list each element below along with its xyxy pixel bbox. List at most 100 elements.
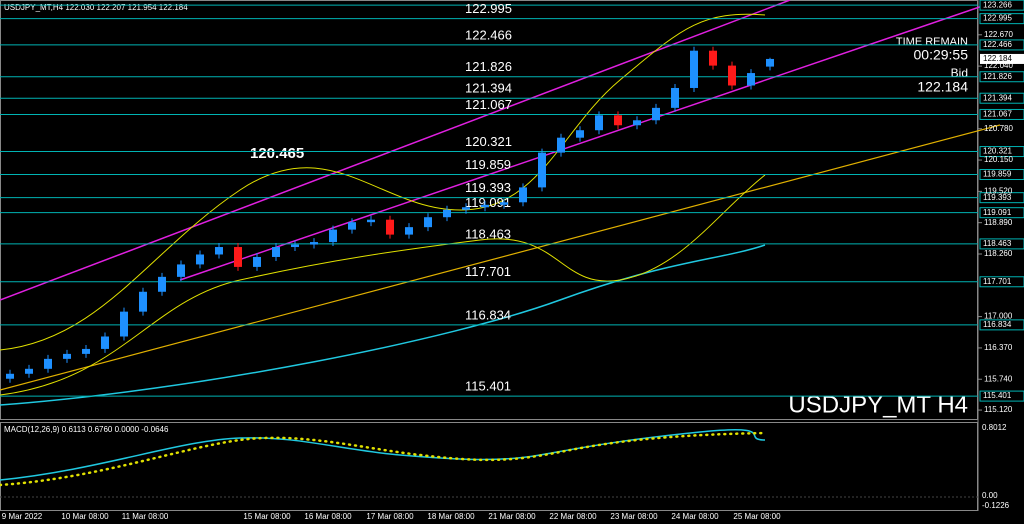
band-line: [0, 13, 766, 351]
level-label: 119.393: [465, 180, 511, 195]
x-tick-label: 22 Mar 08:00: [549, 512, 597, 521]
annotation: 120.465: [250, 145, 304, 162]
candle-body: [310, 242, 318, 245]
trend-line: [179, 0, 1001, 281]
signal-line: [0, 431, 767, 487]
x-tick-label: 21 Mar 08:00: [488, 512, 536, 521]
level-label: 121.826: [465, 59, 512, 74]
x-tick-label: 25 Mar 08:00: [733, 512, 781, 521]
y-tick-label: 116.370: [984, 343, 1013, 352]
y-tick-label: 122.670: [984, 30, 1013, 39]
x-tick-label: 17 Mar 08:00: [366, 512, 414, 521]
candle-body: [424, 217, 432, 228]
level-tag: [979, 92, 1024, 104]
candle-body: [519, 187, 527, 203]
candle-body: [82, 348, 90, 354]
candle-body: [690, 50, 698, 88]
level-tag-label: 116.834: [983, 320, 1012, 329]
level-label: 117.701: [465, 264, 511, 279]
level-label: 121.067: [465, 97, 512, 112]
moving-average: [0, 244, 766, 406]
level-tag-label: 119.393: [983, 193, 1012, 202]
macd-label: MACD(12,26,9) 0.6113 0.6760 0.0000 -0.06…: [4, 425, 169, 434]
level-label: 120.321: [465, 134, 512, 149]
symbol-label: USDJPY_MT H4: [788, 391, 968, 418]
level-tag-label: 117.701: [983, 277, 1012, 286]
trend-line: [0, 0, 791, 301]
level-tag: [979, 276, 1024, 288]
candle-body: [348, 222, 356, 230]
candle-body: [234, 247, 242, 267]
candle-body: [652, 107, 660, 121]
candle-body: [329, 229, 337, 243]
x-tick-label: 23 Mar 08:00: [610, 512, 658, 521]
y-tick-label: 115.120: [984, 405, 1013, 414]
y-tick-label: 117.000: [984, 312, 1013, 321]
trend-line: [0, 124, 1001, 391]
candle-body: [405, 227, 413, 235]
x-tick-label: 10 Mar 08:00: [61, 512, 109, 521]
level-label: 122.466: [465, 27, 512, 42]
level-tag: [979, 207, 1024, 219]
macd-line: [0, 429, 766, 481]
candle-body: [671, 87, 679, 108]
candle-body: [576, 130, 584, 138]
level-tag: [979, 238, 1024, 250]
header: USDJPY_MT,H4 122.030 122.207 121.954 122…: [4, 3, 188, 12]
candle-body: [595, 115, 603, 131]
candle-body: [291, 244, 299, 248]
level-label: 122.995: [465, 1, 512, 16]
level-tag: [979, 146, 1024, 158]
candle-body: [500, 202, 508, 205]
level-tag: [979, 71, 1024, 83]
level-label: 119.859: [465, 157, 511, 172]
candle-body: [101, 336, 109, 349]
level-tag: [979, 319, 1024, 331]
level-tag: [979, 108, 1024, 120]
macd-axis-label: 0.8012: [982, 423, 1007, 432]
candle-body: [443, 209, 451, 218]
level-tag-label: 119.091: [983, 208, 1012, 217]
y-tick-label: 119.520: [984, 186, 1013, 195]
candle-body: [139, 291, 147, 312]
level-label: 121.394: [465, 81, 512, 96]
candle-body: [25, 368, 33, 374]
level-tag: [979, 390, 1024, 402]
level-label: 119.091: [465, 195, 511, 210]
candle-body: [44, 358, 52, 369]
level-tag-label: 123.266: [983, 0, 1012, 9]
x-tick-label: 15 Mar 08:00: [243, 512, 291, 521]
y-tick-label: 122.040: [984, 61, 1013, 70]
level-label: 115.401: [465, 379, 511, 394]
candle-body: [728, 65, 736, 86]
candle-body: [462, 207, 470, 210]
level-tag-label: 119.859: [983, 170, 1012, 179]
x-tick-label: 24 Mar 08:00: [671, 512, 719, 521]
candle-body: [177, 264, 185, 277]
level-label: 118.463: [465, 226, 511, 241]
candle-body: [614, 115, 622, 126]
macd-axis-label: -0.1226: [982, 501, 1010, 510]
candle-body: [747, 73, 755, 86]
level-tag: [979, 39, 1024, 51]
candle-body: [272, 247, 280, 257]
candle-body: [766, 58, 774, 67]
level-tag-label: 121.826: [983, 72, 1012, 81]
level-tag: [979, 192, 1024, 204]
time-remain: 00:29:55: [914, 47, 969, 63]
y-tick-label: 120.150: [984, 155, 1013, 164]
level-tag: [979, 169, 1024, 181]
candle-body: [158, 276, 166, 292]
bid-value: 122.184: [917, 79, 968, 95]
macd-axis-label: 0.00: [982, 491, 998, 500]
level-tag-label: 115.401: [983, 391, 1012, 400]
bid-tag: [980, 53, 1024, 64]
x-tick-label: 11 Mar 08:00: [122, 512, 169, 521]
level-tag-label: 122.466: [983, 40, 1012, 49]
candle-body: [6, 373, 14, 379]
y-tick-label: 115.740: [984, 374, 1013, 383]
x-tick-label: 9 Mar 2022: [2, 512, 43, 521]
